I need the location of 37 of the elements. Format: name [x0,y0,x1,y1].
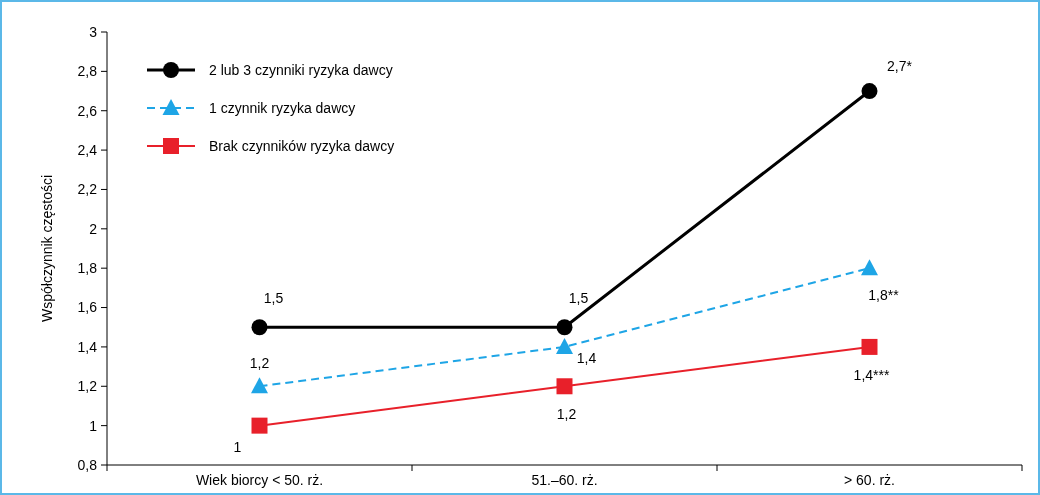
point [251,319,268,336]
legend-label: Brak czynników ryzyka dawcy [209,137,395,154]
point [556,378,573,395]
x-tick-label: Wiek biorcy < 50. rż. [195,472,324,488]
y-tick-label: 1,2 [77,378,98,395]
y-tick-label: 2 [89,220,98,237]
point [556,337,573,354]
y-axis-title: Współczynnik częstości [39,174,55,323]
point [556,319,573,336]
data-label: 1,8** [868,287,900,304]
y-tick-label: 1,4 [77,338,98,355]
data-label: 1,5 [263,290,284,307]
data-label: 1,4*** [853,366,890,383]
data-label: 1,5 [568,290,589,307]
y-tick-label: 1,6 [77,299,98,316]
point [251,417,268,434]
point [861,259,878,276]
x-tick-label: > 60. rż. [844,472,895,488]
data-label: 1,2 [556,406,577,423]
y-tick-label: 2,8 [77,63,98,80]
legend-label: 2 lub 3 czynniki ryzyka dawcy [209,61,393,78]
point [251,377,268,394]
data-label: 1,2 [249,355,270,372]
data-label: 1,4 [576,349,597,366]
data-label: 2,7* [887,58,913,75]
x-tick-label: 51.–60. rż. [531,472,598,488]
y-tick-label: 0,8 [77,456,98,473]
y-tick-label: 1 [89,417,98,434]
y-tick-label: 2,2 [77,181,98,198]
point [861,83,878,100]
y-tick-label: 2,6 [77,102,98,119]
y-tick-label: 1,8 [77,260,98,277]
point [861,338,878,355]
y-tick-label: 3 [89,23,98,40]
y-tick-label: 2,4 [77,141,98,158]
legend-label: 1 czynnik ryzyka dawcy [209,99,356,116]
data-label: 1 [233,438,242,455]
